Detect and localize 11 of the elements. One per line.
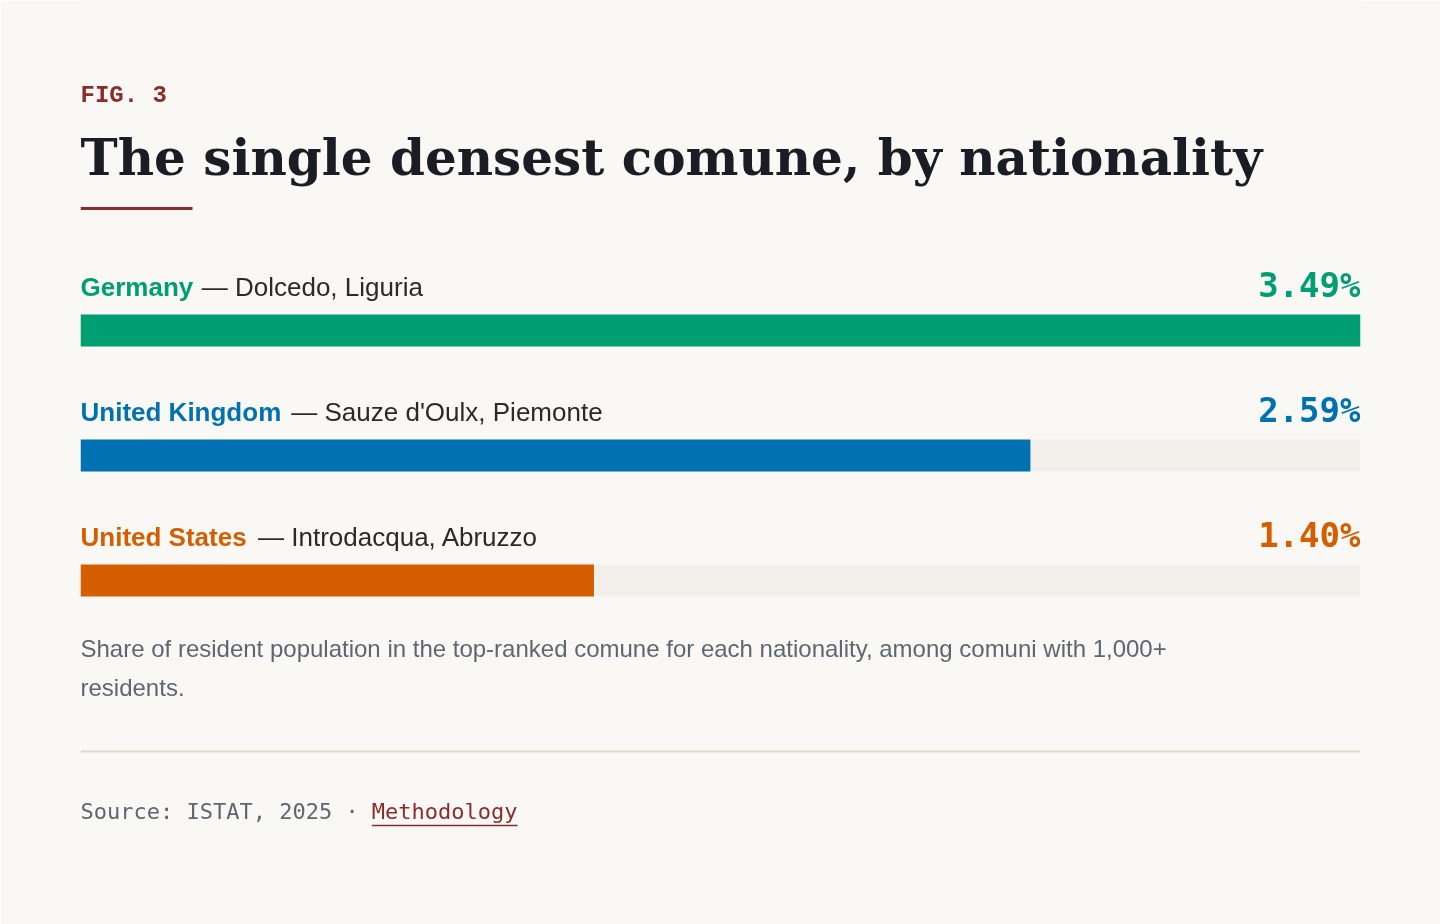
text: Methodology — [371, 799, 518, 824]
data-label: 1.40% — [1258, 514, 1362, 555]
chart-subtitle: FIG. 3 — [80, 82, 167, 109]
data-label: 2.59% — [1258, 389, 1362, 430]
y-tick-label: United States — Introdacqua, Abruzzo — [80, 521, 538, 552]
y-tick-label: United Kingdom — Sauze d'Oulx, Piemonte — [80, 396, 603, 427]
source-note: Source: ISTAT, 2025 · — [80, 799, 359, 824]
y-tick-label: Germany — Dolcedo, Liguria — [80, 271, 424, 302]
data-label: 3.49% — [1258, 264, 1362, 305]
chart-title: The single densest comune, by nationality — [80, 128, 1265, 187]
text: Share of resident population in the top-ranked comune for each nationality, among comuni with 1,000+ residents. — [80, 635, 1167, 701]
